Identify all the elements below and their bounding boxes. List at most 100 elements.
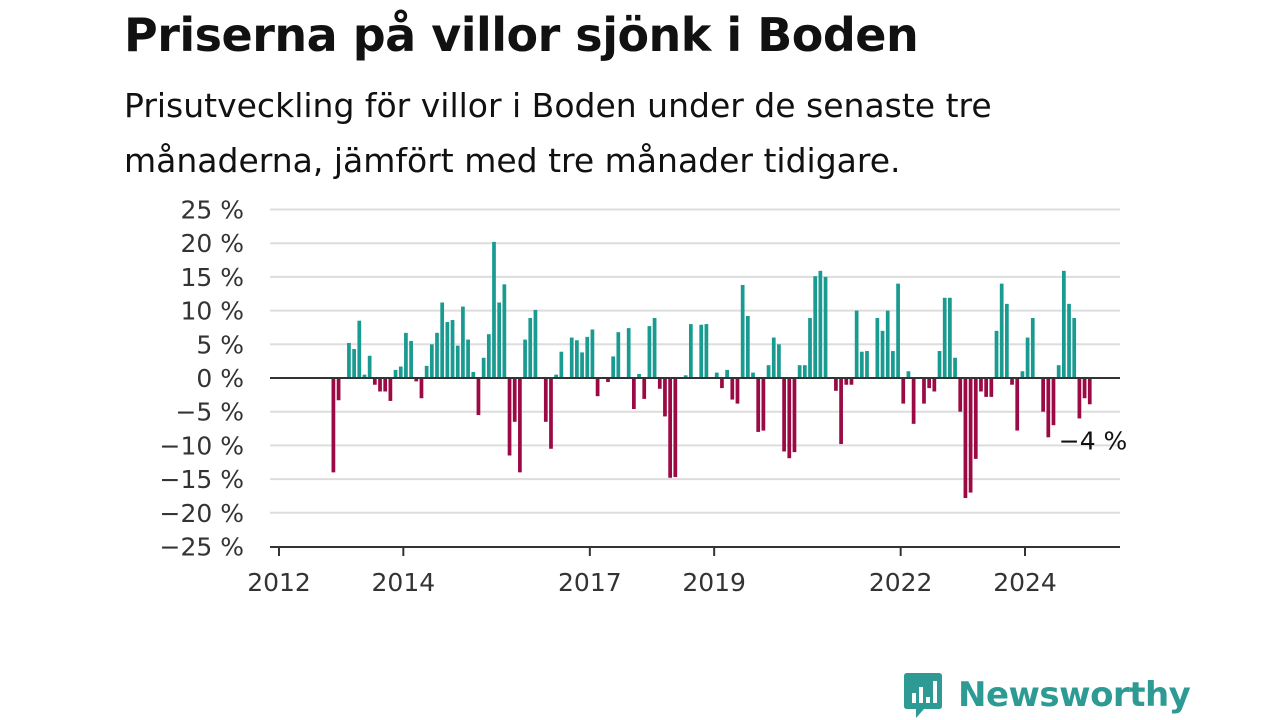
bar [777, 344, 781, 378]
bar [378, 378, 382, 392]
bar [745, 315, 750, 378]
bar [963, 378, 968, 498]
bar-chart-speech-bubble-icon [904, 673, 942, 718]
bar [761, 378, 766, 431]
bar [429, 344, 434, 378]
y-tick-label: −10 % [160, 431, 244, 460]
gridlines [270, 208, 1120, 514]
bar [657, 378, 662, 389]
bar [352, 349, 356, 378]
bar [1005, 303, 1009, 378]
bar [688, 324, 693, 378]
x-tick-label: 2014 [372, 568, 436, 597]
bar [632, 378, 636, 410]
y-tick-label: −25 % [160, 533, 244, 562]
bar [357, 320, 362, 378]
bar [735, 378, 740, 404]
bar [906, 371, 911, 378]
x-tick-label: 2019 [682, 568, 746, 597]
bar [559, 351, 564, 378]
bar [424, 365, 429, 378]
bar [347, 342, 351, 378]
bar [979, 378, 983, 392]
bar [927, 378, 932, 389]
bar [994, 330, 999, 378]
bar [652, 318, 657, 378]
bar [549, 378, 553, 449]
bar [968, 378, 973, 493]
bar [476, 378, 481, 416]
x-tick-label: 2022 [869, 568, 933, 597]
bar [481, 357, 486, 378]
bar [585, 336, 590, 378]
bar [1051, 378, 1056, 426]
bar [626, 328, 631, 378]
bar [704, 324, 709, 378]
x-tick-label: 2017 [558, 568, 622, 597]
bar [455, 345, 460, 378]
bar [668, 378, 672, 478]
bar [932, 378, 937, 392]
bar [802, 365, 807, 378]
bar [1067, 303, 1071, 378]
bar [813, 276, 818, 378]
bar [637, 373, 641, 378]
bar [834, 378, 838, 391]
bar [518, 378, 522, 473]
y-tick-label: 5 % [196, 330, 244, 359]
bar [854, 310, 859, 378]
bar [880, 330, 885, 378]
bar [492, 241, 496, 378]
bar [922, 378, 926, 404]
bar [647, 326, 652, 378]
bar [336, 378, 341, 401]
bars [331, 241, 1092, 498]
bar [823, 276, 828, 378]
bar [818, 270, 823, 378]
bar [372, 378, 377, 385]
bar [808, 318, 812, 378]
bar [1072, 318, 1077, 378]
axes [270, 377, 1120, 556]
y-tick-label: −5 % [175, 398, 244, 427]
bar [953, 357, 957, 378]
bar [989, 378, 994, 397]
bar [533, 309, 538, 378]
bar [792, 378, 797, 453]
bar [435, 332, 439, 378]
bar [885, 310, 890, 378]
bar [740, 284, 745, 378]
bar [756, 378, 761, 432]
y-tick-label: −20 % [160, 499, 244, 528]
bar [502, 284, 507, 378]
bar [751, 372, 755, 378]
bar [471, 371, 476, 378]
bar [466, 339, 470, 378]
bar [865, 351, 869, 378]
bar [720, 378, 724, 389]
bar [948, 297, 952, 378]
bar [523, 339, 527, 378]
bar [1061, 270, 1066, 378]
bar [398, 366, 403, 378]
bar [331, 378, 336, 473]
bar [973, 378, 978, 459]
chart-subtitle: Prisutveckling för villor i Boden under … [124, 86, 992, 180]
bar [875, 318, 880, 378]
bar [575, 340, 579, 378]
bar [839, 378, 843, 445]
bar [507, 378, 512, 456]
bar [1077, 378, 1082, 419]
bar [1015, 378, 1020, 431]
bar [1010, 378, 1014, 385]
x-tick-label: 2024 [993, 568, 1057, 597]
bar [569, 337, 574, 378]
bar [388, 378, 393, 401]
bar [595, 378, 600, 397]
bar [787, 378, 792, 459]
y-tick-label: 20 % [180, 229, 244, 258]
y-tick-label: −15 % [160, 465, 244, 494]
bar [942, 297, 947, 378]
logo-wordmark: Newsworthy [958, 675, 1191, 715]
